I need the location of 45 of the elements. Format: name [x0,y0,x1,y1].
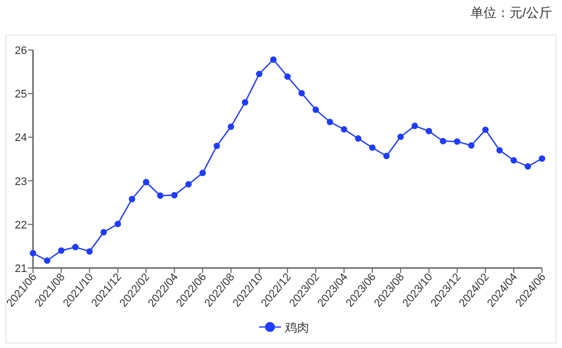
point [214,142,220,150]
point [326,118,334,126]
point [369,144,376,151]
y-tick-label: 21 [14,263,27,275]
point [171,192,178,198]
point [72,244,79,250]
point [86,248,93,255]
y-tick-label: 22 [14,219,27,232]
point [44,257,50,264]
point [270,56,277,63]
point [128,196,136,202]
point [114,220,122,228]
point [157,192,164,199]
point [426,128,432,134]
point [284,73,291,80]
point [412,122,418,130]
point [312,106,319,113]
point [454,138,460,145]
point [340,126,348,133]
point [199,170,206,176]
text: 单位：元/公斤 [470,5,552,20]
point [468,142,475,149]
y-tick-label: 24 [14,132,27,144]
point [142,178,150,186]
point [510,157,517,164]
point [440,138,446,144]
point [496,147,503,154]
legend-label: 鸡肉 [284,320,309,334]
y-tick-label: 26 [14,45,27,57]
point [256,70,262,78]
y-tick-label: 23 [14,176,27,188]
point [228,124,234,130]
point [298,90,305,96]
point [185,181,192,188]
point [30,250,36,256]
point [383,152,390,160]
point [524,163,532,170]
y-tick-label: 25 [14,88,27,101]
point [242,99,248,106]
point [397,134,404,140]
point [58,247,64,254]
point [482,126,489,133]
point [538,155,546,162]
point [354,135,362,142]
point [100,229,107,236]
